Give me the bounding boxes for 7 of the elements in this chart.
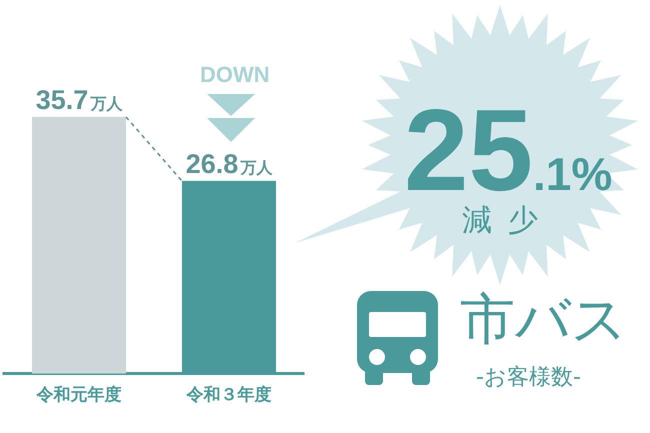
x-tick-label: 令和３年度 <box>186 385 272 406</box>
data-label: 35.7万人 <box>36 84 124 115</box>
text: DOWN <box>200 62 270 87</box>
data-label: 26.8万人 <box>186 148 274 179</box>
x-tick-label: 令和元年度 <box>36 385 122 406</box>
text: -お客様数- <box>476 365 581 390</box>
text: 市バス <box>460 287 627 351</box>
